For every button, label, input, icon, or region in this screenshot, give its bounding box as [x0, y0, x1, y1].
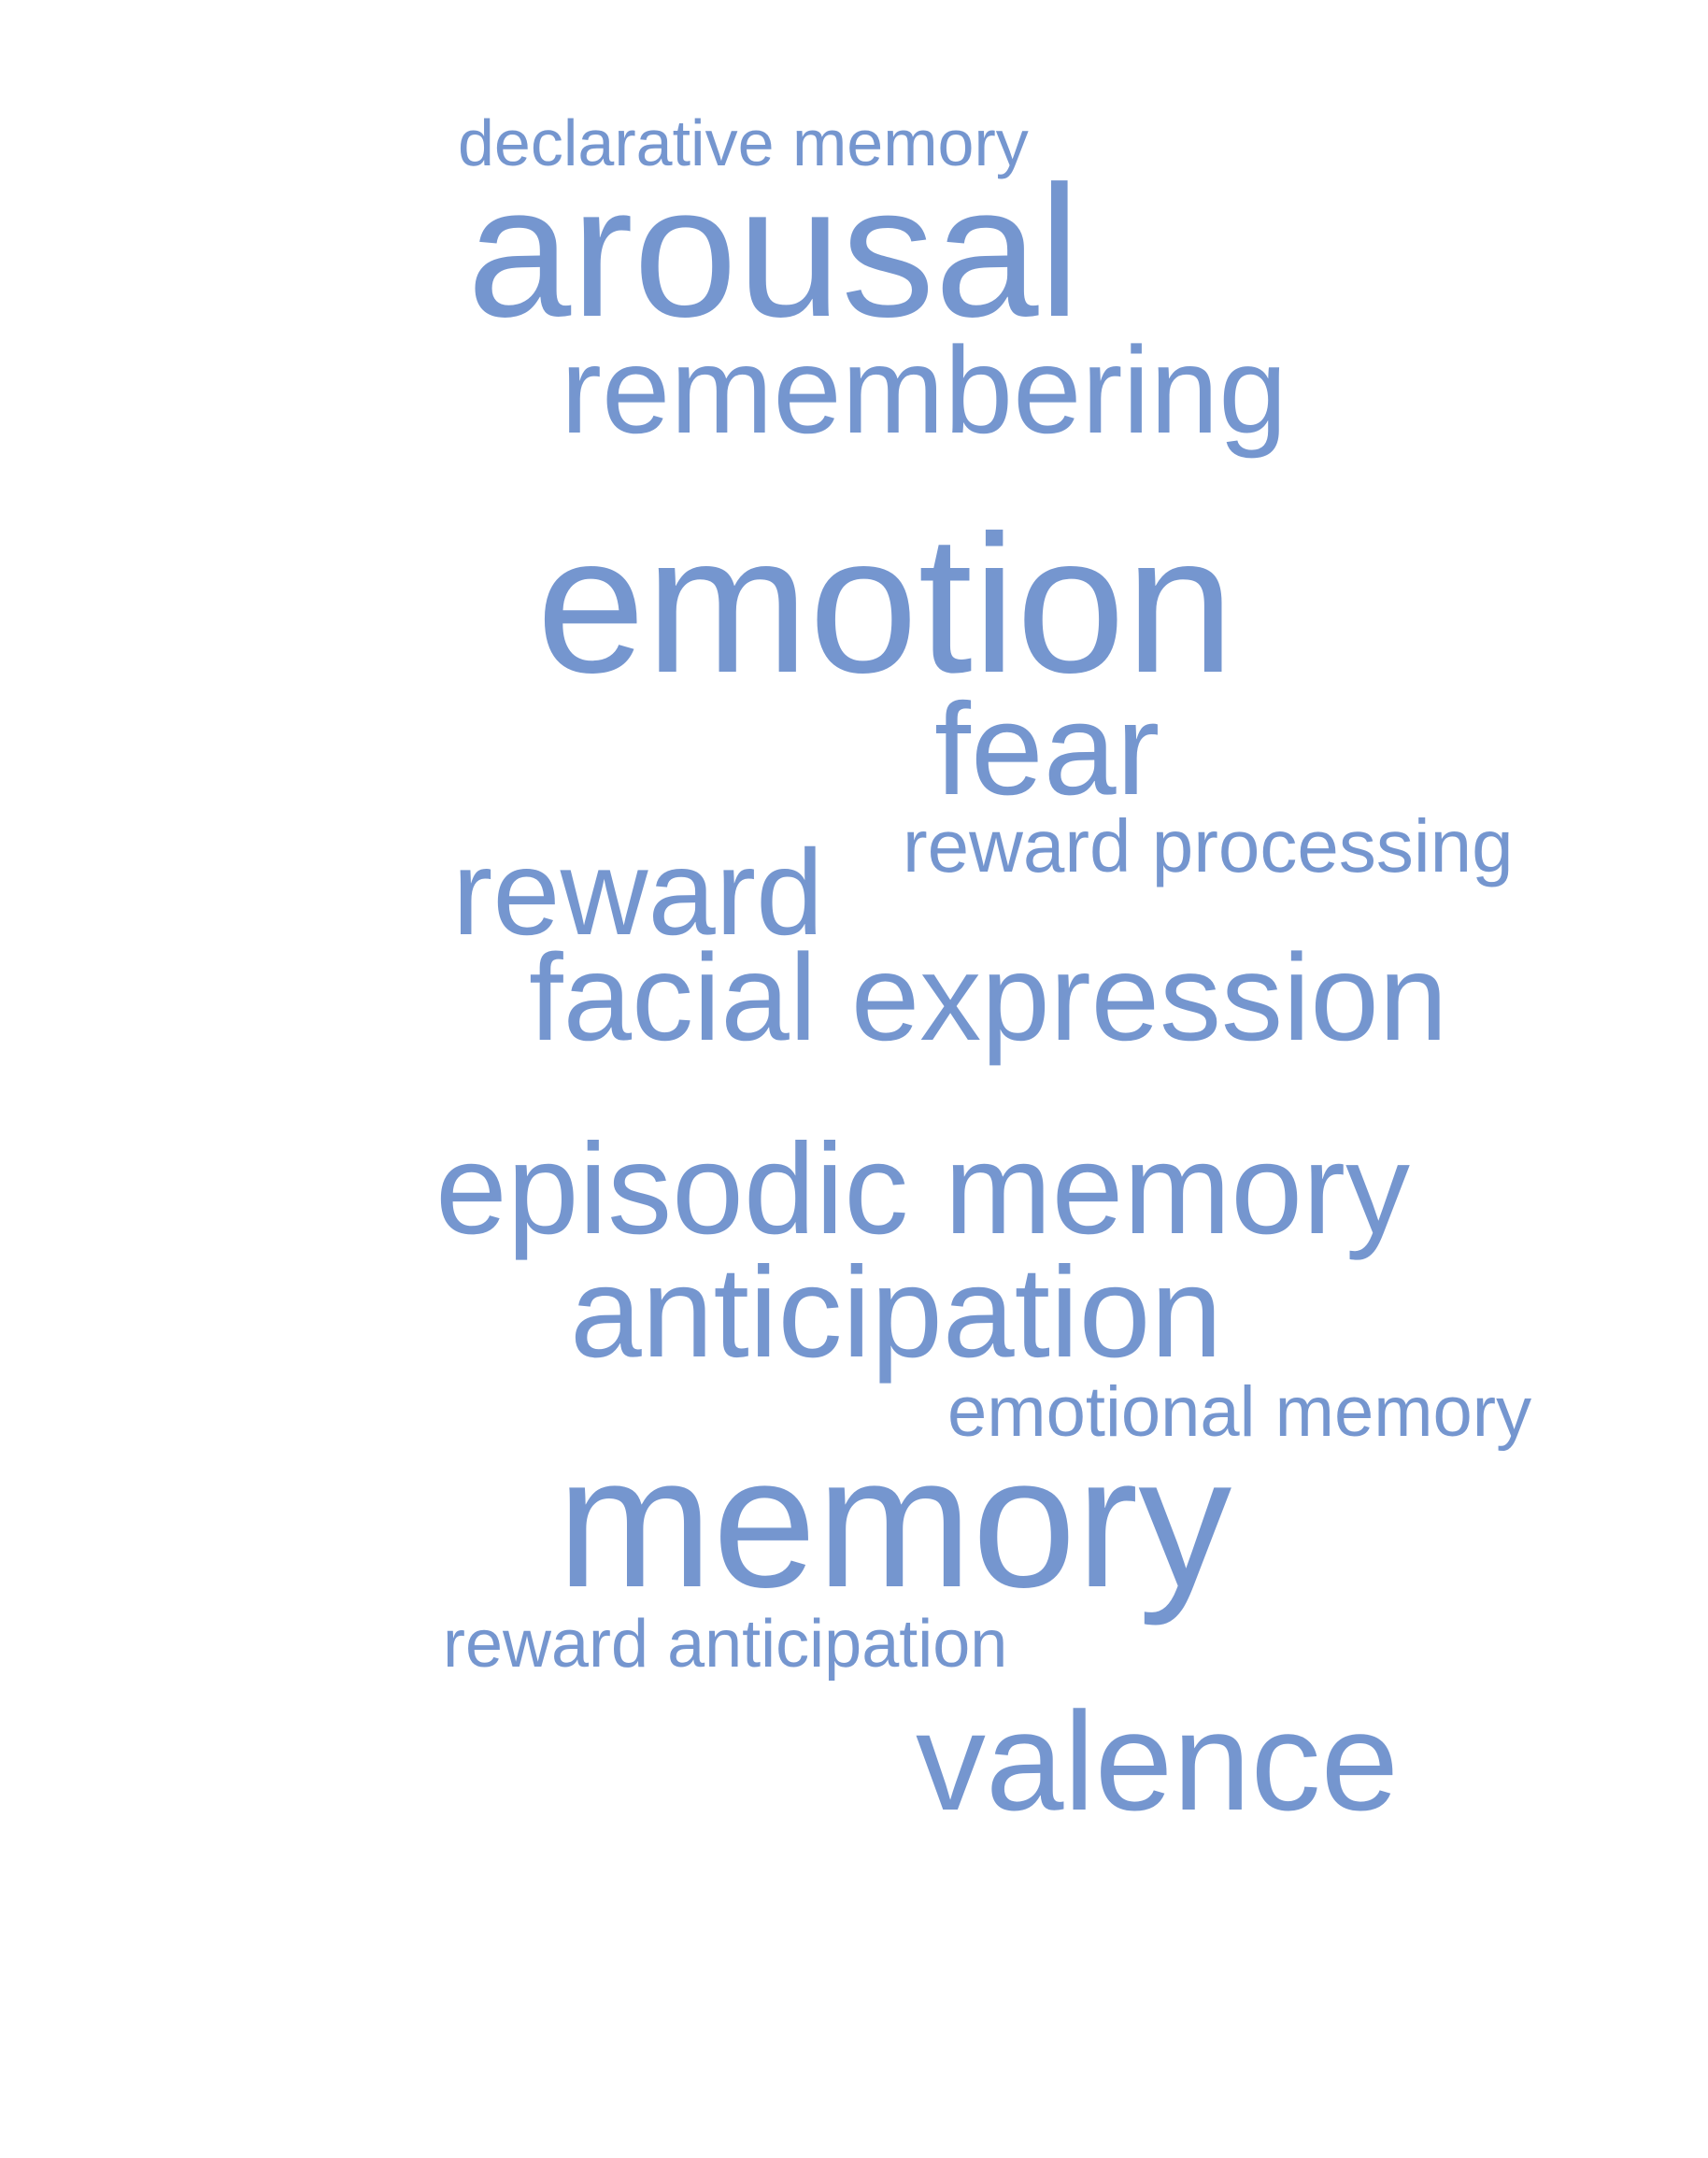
word-arousal: arousal	[467, 148, 1080, 356]
word-declarative-memory: declarative memory	[458, 106, 1029, 179]
word-reward-processing: reward processing	[903, 804, 1514, 887]
word-memory: memory	[557, 1418, 1232, 1626]
word-fear: fear	[934, 675, 1160, 822]
word-emotion: emotion	[536, 494, 1235, 714]
word-episodic-memory: episodic memory	[435, 1117, 1411, 1261]
word-reward: reward	[452, 824, 824, 960]
word-valence: valence	[916, 1682, 1400, 1839]
word-facial-expression: facial expression	[529, 929, 1448, 1066]
word-reward-anticipation: reward anticipation	[443, 1607, 1008, 1682]
word-remembering: remembering	[561, 321, 1288, 459]
word-emotional-memory: emotional memory	[947, 1372, 1532, 1452]
word-anticipation: anticipation	[570, 1241, 1223, 1384]
